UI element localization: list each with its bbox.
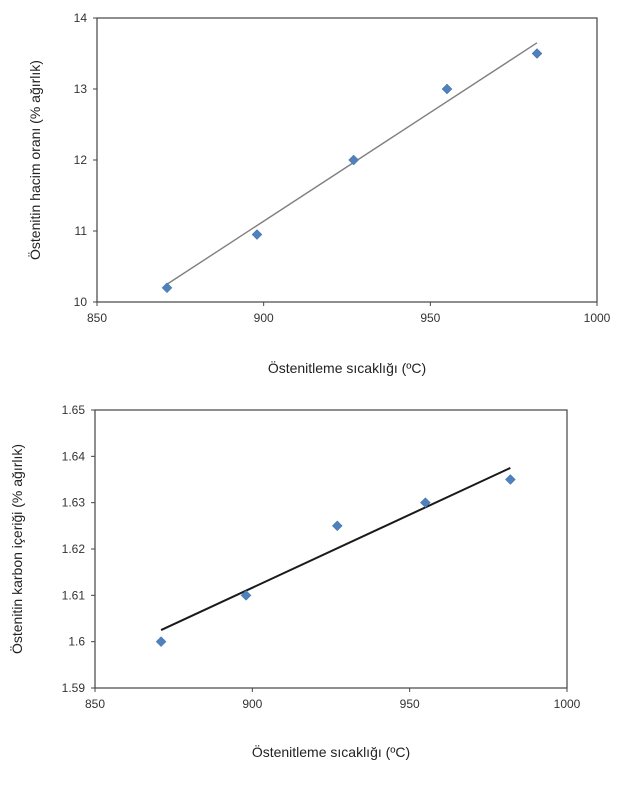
data-point (251, 229, 263, 240)
trendline (160, 467, 511, 631)
y-tick-label: 11 (75, 224, 88, 238)
x-tick-label: 900 (254, 311, 274, 325)
y-tick-label: 1.64 (62, 449, 86, 463)
data-point (331, 520, 343, 532)
y-tick-label: 14 (74, 11, 88, 25)
y-tick-label: 1.62 (62, 542, 86, 556)
x-axis-label: Östenitleme sıcaklığı (ºC) (268, 359, 426, 376)
x-tick-label: 900 (242, 697, 262, 711)
x-tick-label: 850 (87, 311, 107, 325)
data-point (240, 589, 252, 601)
y-tick-label: 1.63 (62, 496, 86, 510)
chart2: 850 900 950 1000 1.59 1.6 1.61 1.62 1.63 1.64 1.65… (8, 403, 581, 760)
x-tick-label: 1000 (554, 697, 581, 711)
data-point (420, 497, 431, 509)
data-point (161, 282, 173, 294)
x-axis-label: Östenitleme sıcaklığı (ºC) (252, 743, 410, 760)
x-tick-label: 850 (85, 697, 105, 711)
data-point (348, 154, 360, 166)
chart1: 850 900 950 1000 10 11 12 13 14 Östenitleme sıcak… (26, 11, 611, 376)
data-point (155, 636, 167, 648)
x-tick-label: 950 (420, 311, 440, 325)
y-tick-label: 12 (74, 153, 88, 167)
y-tick-label: 1.65 (62, 403, 86, 417)
x-tick-label: 950 (400, 697, 420, 711)
data-point (505, 474, 516, 485)
data-point (531, 48, 543, 59)
y-axis-label: Östenitin hacim oranı (% ağırlık) (26, 60, 43, 260)
y-tick-label: 1.59 (62, 681, 86, 695)
y-tick-label: 1.6 (68, 635, 85, 649)
x-tick-label: 1000 (584, 311, 611, 325)
y-tick-label: 1.61 (62, 588, 86, 602)
data-point (441, 83, 453, 95)
y-axis-label: Östenitin karbon içeriği (% ağırlık) (8, 444, 25, 654)
y-tick-label: 13 (74, 82, 88, 96)
y-tick-label: 10 (74, 295, 88, 309)
